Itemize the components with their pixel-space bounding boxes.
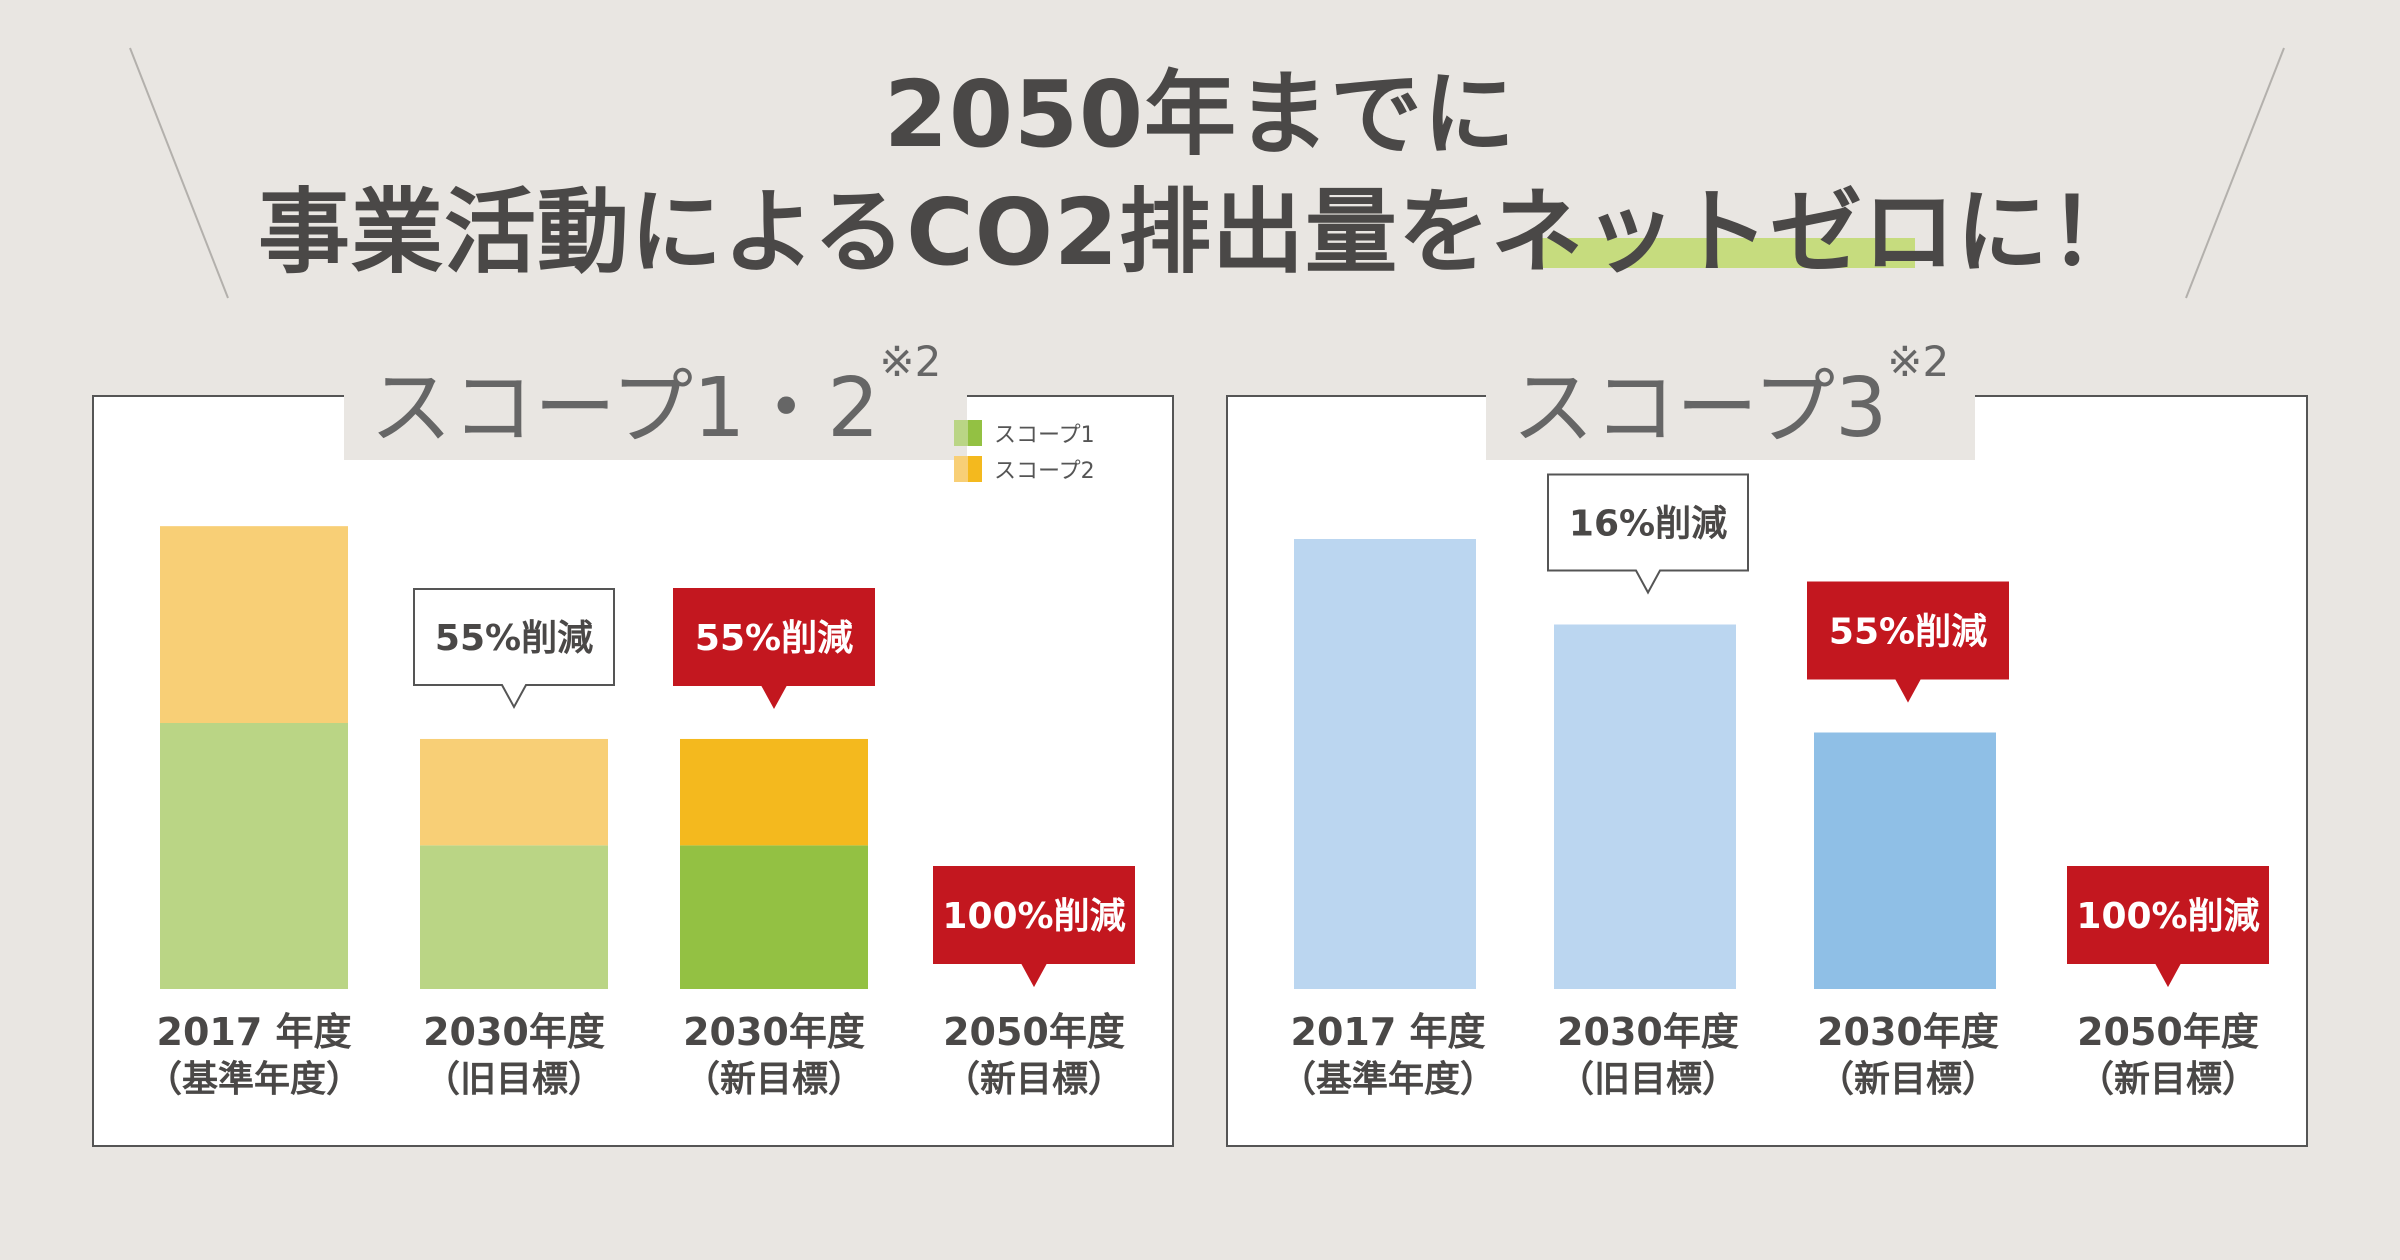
tick-label: 2030年度 <box>1557 1010 1739 1054</box>
tick-label: 2050年度 <box>2077 1010 2259 1054</box>
tick-sublabel: （基準年度） <box>146 1059 362 1100</box>
scope3-panel: スコープ3※2 2017 年度 （基準年度） 2030年度 （旧目標） 16%削減 203… <box>1226 337 2308 1147</box>
legend-label: スコープ1 <box>994 423 1095 448</box>
callout-label: 55%削減 <box>435 618 593 659</box>
callout-box <box>413 587 615 710</box>
tick-sublabel: （旧目標） <box>424 1059 604 1100</box>
tick-sublabel: （旧目標） <box>1558 1059 1738 1100</box>
scope12-legend: スコープ1 スコープ2 <box>954 415 1095 487</box>
legend-swatch-scope1 <box>954 420 982 446</box>
callout-box <box>1547 473 1749 595</box>
scope12-panel: スコープ1・2※2 スコープ1 スコープ2 2017 年度 （基準年度） 2030年… <box>92 337 1174 1147</box>
tick-sublabel: （新目標） <box>1818 1059 1998 1100</box>
scope12-title: スコープ1・2※2 <box>344 337 968 460</box>
callout-box <box>2067 866 2269 988</box>
callout-label: 55%削減 <box>695 618 853 659</box>
callout-label: 55%削減 <box>1829 612 1987 653</box>
tick-sublabel: （新目標） <box>684 1059 864 1100</box>
tick-label: 2050年度 <box>943 1010 1125 1054</box>
bar-scope2 <box>420 738 608 846</box>
tick-label: 2017 年度 <box>157 1010 352 1054</box>
callout-box <box>1807 581 2009 703</box>
bar-scope2 <box>160 526 348 723</box>
scope12-chart: 2017 年度 （基準年度） 2030年度 （旧目標） 55%削減 2030年度 （新目標）… <box>146 526 1135 1100</box>
tick-label: 2030年度 <box>1817 1010 1999 1054</box>
callout-label: 16%削減 <box>1569 504 1727 545</box>
headline-line2: 事業活動によるCO2排出量をネットゼロに！ <box>258 179 2142 286</box>
bar-scope1 <box>160 723 348 989</box>
headline-highlight <box>1540 238 1915 268</box>
bar <box>1814 732 1996 989</box>
bar-scope1 <box>420 845 608 989</box>
legend-swatch-scope2 <box>954 456 982 482</box>
bar-scope1 <box>680 845 868 989</box>
tick-label: 2017 年度 <box>1291 1010 1486 1054</box>
legend-item-scope2: スコープ2 <box>954 451 1095 487</box>
headline-line1: 2050年までに <box>883 61 1517 168</box>
bar-scope2 <box>680 738 868 846</box>
scope3-title: スコープ3※2 <box>1486 337 1976 460</box>
legend-item-scope1: スコープ1 <box>954 415 1095 451</box>
tick-sublabel: （新目標） <box>2078 1059 2258 1100</box>
tick-sublabel: （基準年度） <box>1280 1059 1496 1100</box>
tick-label: 2030年度 <box>683 1010 865 1054</box>
bar <box>1554 624 1736 989</box>
bar <box>1294 539 1476 989</box>
callout-label: 100%削減 <box>2076 896 2259 937</box>
tick-label: 2030年度 <box>423 1010 605 1054</box>
callout-box <box>673 587 875 710</box>
callout-label: 100%削減 <box>942 896 1125 937</box>
callout-box <box>933 866 1135 988</box>
legend-label: スコープ2 <box>994 459 1095 484</box>
tick-sublabel: （新目標） <box>944 1059 1124 1100</box>
scope3-chart: 2017 年度 （基準年度） 2030年度 （旧目標） 16%削減 2030年度 （新目標）… <box>1280 473 2269 1100</box>
